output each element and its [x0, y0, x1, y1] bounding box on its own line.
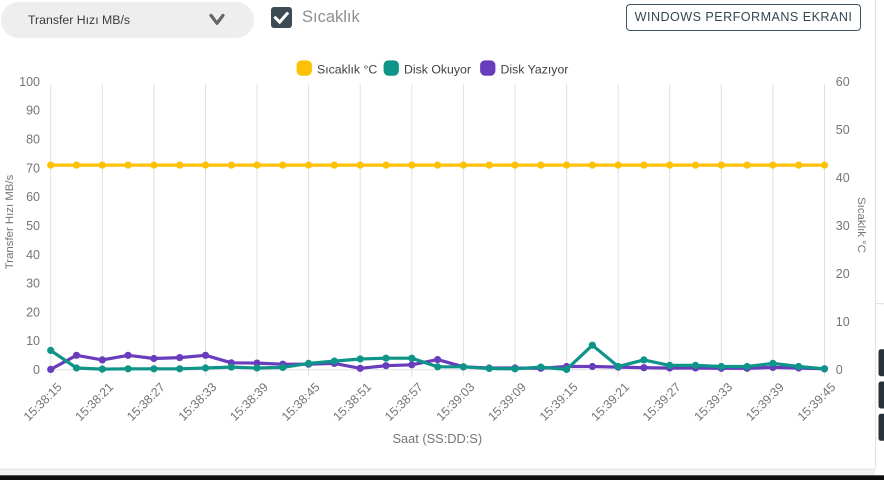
svg-text:15:38:51: 15:38:51: [330, 380, 374, 424]
svg-text:15:38:21: 15:38:21: [72, 380, 116, 424]
svg-text:0: 0: [836, 363, 843, 377]
svg-text:15:39:27: 15:39:27: [640, 380, 684, 424]
svg-text:60: 60: [836, 75, 850, 89]
svg-text:30: 30: [26, 277, 40, 291]
svg-text:Transfer Hızı MB/s: Transfer Hızı MB/s: [4, 174, 16, 269]
svg-text:Sıcaklık °C: Sıcaklık °C: [855, 197, 867, 253]
svg-text:40: 40: [836, 171, 850, 185]
svg-text:15:38:27: 15:38:27: [124, 380, 168, 424]
svg-text:80: 80: [26, 133, 40, 147]
svg-text:15:38:33: 15:38:33: [176, 380, 220, 424]
svg-text:15:39:45: 15:39:45: [795, 380, 839, 424]
svg-text:20: 20: [26, 305, 40, 319]
svg-text:15:38:15: 15:38:15: [21, 380, 65, 424]
svg-text:70: 70: [26, 161, 40, 175]
svg-text:10: 10: [26, 334, 40, 348]
svg-text:15:39:03: 15:39:03: [434, 380, 478, 424]
svg-text:100: 100: [19, 75, 40, 89]
svg-text:Disk Okuyor: Disk Okuyor: [404, 63, 471, 77]
svg-text:0: 0: [33, 363, 40, 377]
svg-text:15:39:15: 15:39:15: [537, 380, 581, 424]
svg-text:60: 60: [26, 190, 40, 204]
svg-text:15:39:09: 15:39:09: [485, 380, 529, 424]
svg-text:15:38:45: 15:38:45: [279, 380, 323, 424]
svg-text:10: 10: [836, 315, 850, 329]
svg-text:30: 30: [836, 219, 850, 233]
svg-text:50: 50: [26, 219, 40, 233]
svg-text:15:39:39: 15:39:39: [743, 380, 787, 424]
svg-text:Saat (SS:DD:S): Saat (SS:DD:S): [392, 431, 482, 446]
svg-text:90: 90: [26, 104, 40, 118]
svg-text:50: 50: [836, 123, 850, 137]
svg-text:15:39:33: 15:39:33: [691, 380, 735, 424]
svg-text:40: 40: [26, 248, 40, 262]
svg-text:15:38:39: 15:38:39: [227, 380, 271, 424]
svg-text:15:38:57: 15:38:57: [382, 380, 426, 424]
svg-text:15:39:21: 15:39:21: [588, 380, 632, 424]
svg-text:Sıcaklık °C: Sıcaklık °C: [317, 63, 377, 77]
svg-text:20: 20: [836, 267, 850, 281]
svg-text:Disk Yazıyor: Disk Yazıyor: [501, 63, 569, 77]
